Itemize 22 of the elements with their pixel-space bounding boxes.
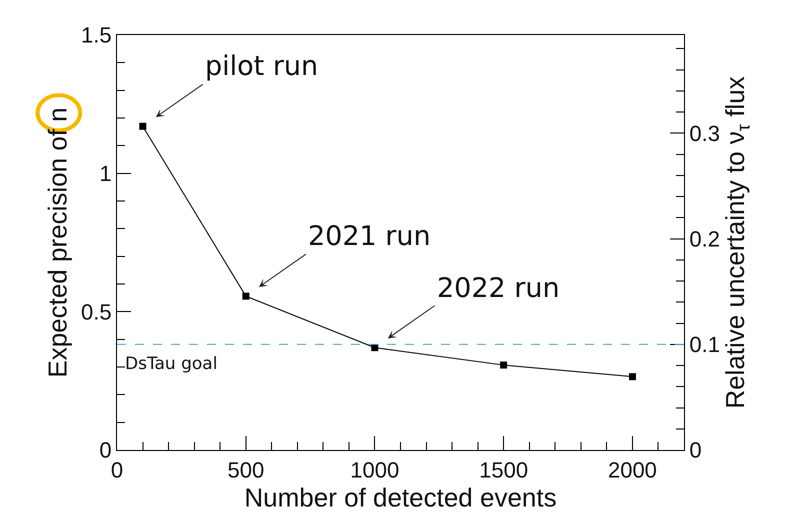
y-tick-label: 1.5 — [81, 22, 112, 48]
x-tick-label: 1500 — [479, 457, 528, 482]
y2-tick-label: 0.3 — [689, 120, 720, 146]
x-tick-label: 1000 — [350, 457, 400, 482]
annotation: 2022 run — [437, 273, 560, 304]
point — [628, 373, 636, 380]
x-axis-title: Number of detected events — [244, 482, 557, 512]
point — [242, 292, 250, 300]
y2-tick-label: 0.1 — [689, 332, 720, 358]
y-tick-label: 1 — [99, 161, 112, 186]
point — [500, 362, 508, 369]
x-tick-label: 500 — [228, 457, 264, 482]
ref-line-label: DsTau goal — [125, 354, 218, 374]
point — [139, 122, 146, 130]
y-tick-label: 0 — [99, 438, 112, 463]
x-tick-label: 2000 — [608, 457, 657, 482]
y2-tick-label: 0 — [689, 438, 702, 463]
y-tick-label: 0.5 — [81, 299, 112, 324]
y-axis-title: Expected precision of n — [42, 107, 72, 378]
annotation: 2021 run — [308, 221, 431, 252]
annotation: pilot run — [205, 51, 318, 82]
y2-tick-label: 0.2 — [689, 226, 720, 252]
